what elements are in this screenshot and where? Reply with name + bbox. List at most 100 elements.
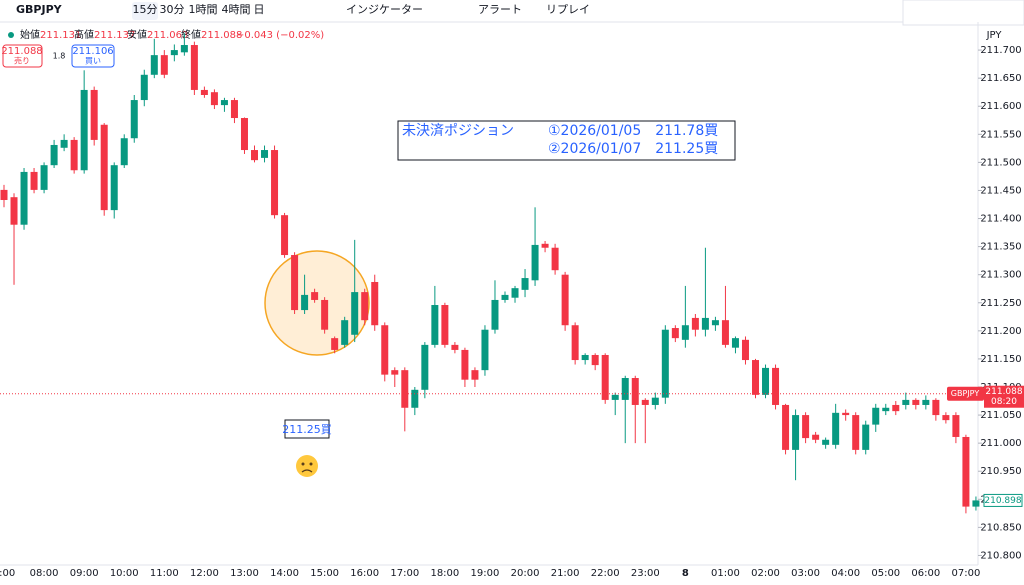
candle-body [130,100,138,139]
x-tick-label: 8 [682,568,689,579]
y-tick-label: 211.000 [980,438,1021,449]
open-value: 211.131 [40,30,81,41]
symbol-tag-bg [947,386,984,401]
candle-body [411,389,419,408]
sell-button[interactable] [2,44,43,68]
candle-body [140,74,148,101]
candle-body [431,305,439,345]
candle-body [20,171,28,225]
positions-title: 未決済ポジション [402,123,514,139]
sell-price: 211.088 [1,46,42,57]
symbol[interactable]: GBPJPY [16,3,63,16]
x-tick-label: 19:00 [471,568,500,579]
candle-body [351,292,359,335]
x-tick-label: 11:00 [150,568,179,579]
candle-body [50,144,58,166]
y-tick-label: 211.350 [980,242,1021,253]
candle-body [291,255,299,311]
sell-label: 売り [14,56,30,66]
spread: 1.8 [53,52,66,61]
low-value: 211.063 [147,30,188,41]
candle-body [451,344,459,350]
last-price-tag [984,385,1024,408]
candle-body [701,317,709,330]
candle-body [561,274,569,326]
candle-body [100,124,108,211]
candle-body [611,394,619,400]
top-panel [902,0,1024,26]
candle-body [802,415,810,439]
interval-button[interactable]: 30分 [160,3,185,16]
candle-body [601,354,609,400]
open-label: 始値 [20,28,40,41]
candle-body [852,415,860,450]
x-tick-label: 14:00 [270,568,299,579]
candle-body [441,305,449,345]
candle-body [681,325,689,340]
interval-button[interactable]: 1時間 [189,3,218,16]
candle-body [922,399,930,405]
candle-body [361,292,369,321]
candle-body [812,434,820,440]
candle-body [731,338,739,348]
y-tick-label: 211.650 [980,73,1021,84]
status-dot [8,32,14,38]
candle-body [220,100,228,106]
x-tick-label: 15:00 [310,568,339,579]
high-label: 高値 [74,28,94,41]
x-tick-label: 21:00 [551,568,580,579]
x-tick-label: 04:00 [831,568,860,579]
candle-body [251,150,258,161]
y-tick-label: 210.950 [980,466,1021,477]
y-tick-label: 211.400 [980,214,1021,225]
x-tick-label: 12:00 [190,568,219,579]
candle-body [331,338,339,350]
y-tick-label: 211.050 [980,410,1021,421]
x-tick-label: 18:00 [430,568,459,579]
candle-body [10,197,18,225]
candle-body [491,299,499,330]
x-tick-label: 09:00 [70,568,99,579]
candle-body [461,349,469,380]
candle-body [832,412,840,445]
interval-button[interactable]: 4時間 [222,3,251,16]
candle-body [842,412,850,416]
candle-body [321,299,329,330]
worried-face [296,455,318,477]
ohlc-legend: 始値 211.131 高値 211.137 安値 211.063 終値 211.… [8,28,324,41]
candle-body [952,415,960,437]
replay-button[interactable]: リプレイ [546,3,590,16]
indicators-button[interactable]: インジケーター [346,3,423,16]
candle-body [240,118,248,151]
candle-body [541,243,549,248]
candle-body [772,367,780,405]
candle-body [631,378,639,405]
x-tick-label: 03:00 [791,568,820,579]
candle-body [190,45,198,90]
y-tick-label: 211.550 [980,129,1021,140]
candle-body [641,399,649,405]
candle-body [511,288,519,298]
marker-price-tag [983,493,1023,507]
x-tick-label: 01:00 [711,568,740,579]
interval-button[interactable]: 日 [254,3,265,16]
low-label: 安値 [127,28,147,41]
x-tick-label: 13:00 [230,568,259,579]
candle-body [531,244,539,281]
candle-body [711,320,719,326]
y-tick-label: 211.600 [980,101,1021,112]
x-tick-label: 20:00 [511,568,540,579]
buy-button[interactable] [71,44,115,68]
candle-body [671,328,679,339]
candle-body [271,150,279,216]
candle-body [822,439,830,445]
y-tick-label: 211.150 [980,354,1021,365]
interval-button[interactable]: 15分 [133,3,158,16]
y-tick-label: 211.250 [980,298,1021,309]
candle-body [120,138,128,166]
candle-body [170,50,178,56]
x-tick-label: 23:00 [631,568,660,579]
candle-body [741,339,749,361]
alert-button[interactable]: アラート [478,3,522,16]
x-tick-label: 17:00 [390,568,419,579]
